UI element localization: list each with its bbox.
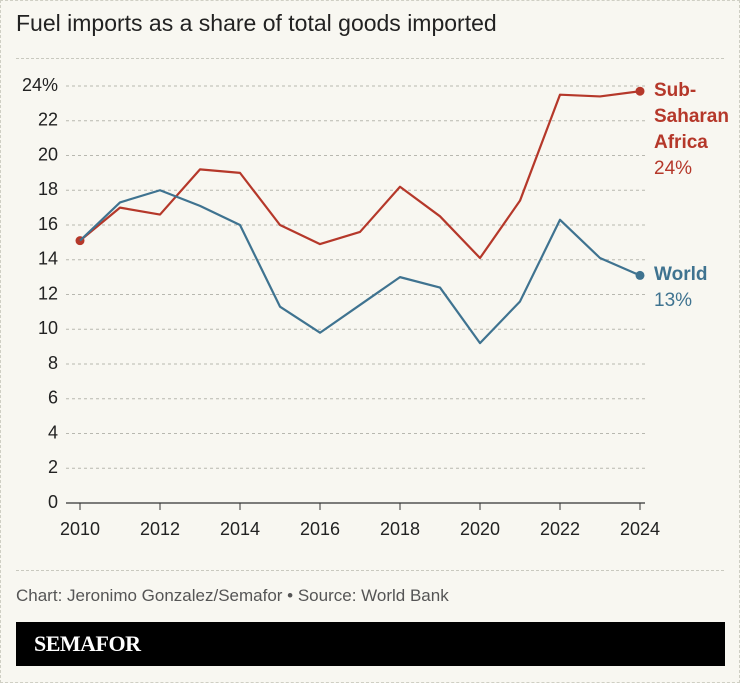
y-tick-label: 0	[48, 492, 58, 512]
legend-label: World	[654, 264, 708, 286]
y-tick-label: 14	[38, 249, 58, 269]
end-dot	[635, 270, 645, 280]
x-tick-label: 2016	[300, 519, 340, 539]
legend-label: Sub-Saharan Africa	[654, 80, 729, 154]
x-tick-label: 2020	[460, 519, 500, 539]
source: Chart: Jeronimo Gonzalez/Semafor • Sourc…	[16, 586, 449, 605]
y-tick-label: 8	[48, 353, 58, 373]
series-line	[79, 90, 641, 260]
separator	[16, 570, 724, 571]
y-tick-label: 22	[38, 110, 58, 130]
y-tick-label: 10	[38, 318, 58, 338]
y-tick-label: 18	[38, 179, 58, 199]
separator	[16, 58, 724, 59]
y-tick-label: 2	[48, 457, 58, 477]
x-tick-label: 2018	[380, 519, 420, 539]
y-tick-label: 16	[38, 214, 58, 234]
series-line	[79, 189, 641, 345]
brand-logo: SEMAFOR	[16, 622, 725, 666]
y-tick-label: 4	[48, 422, 58, 442]
y-tick-label: 6	[48, 388, 58, 408]
value-label: 24%	[654, 158, 693, 180]
y-tick-label: 12	[38, 283, 58, 303]
x-tick-label: 2012	[140, 519, 180, 539]
chart-title: Fuel imports as a share of total goods i…	[16, 10, 497, 36]
x-tick-label: 2010	[60, 519, 100, 539]
y-tick-label: 24%	[22, 75, 58, 95]
x-tick-label: 2014	[220, 519, 260, 539]
end-dot	[635, 86, 645, 96]
value-label: 13%	[654, 290, 693, 312]
x-tick-label: 2022	[540, 519, 580, 539]
x-tick-label: 2024	[620, 519, 660, 539]
y-tick-label: 20	[38, 144, 58, 164]
